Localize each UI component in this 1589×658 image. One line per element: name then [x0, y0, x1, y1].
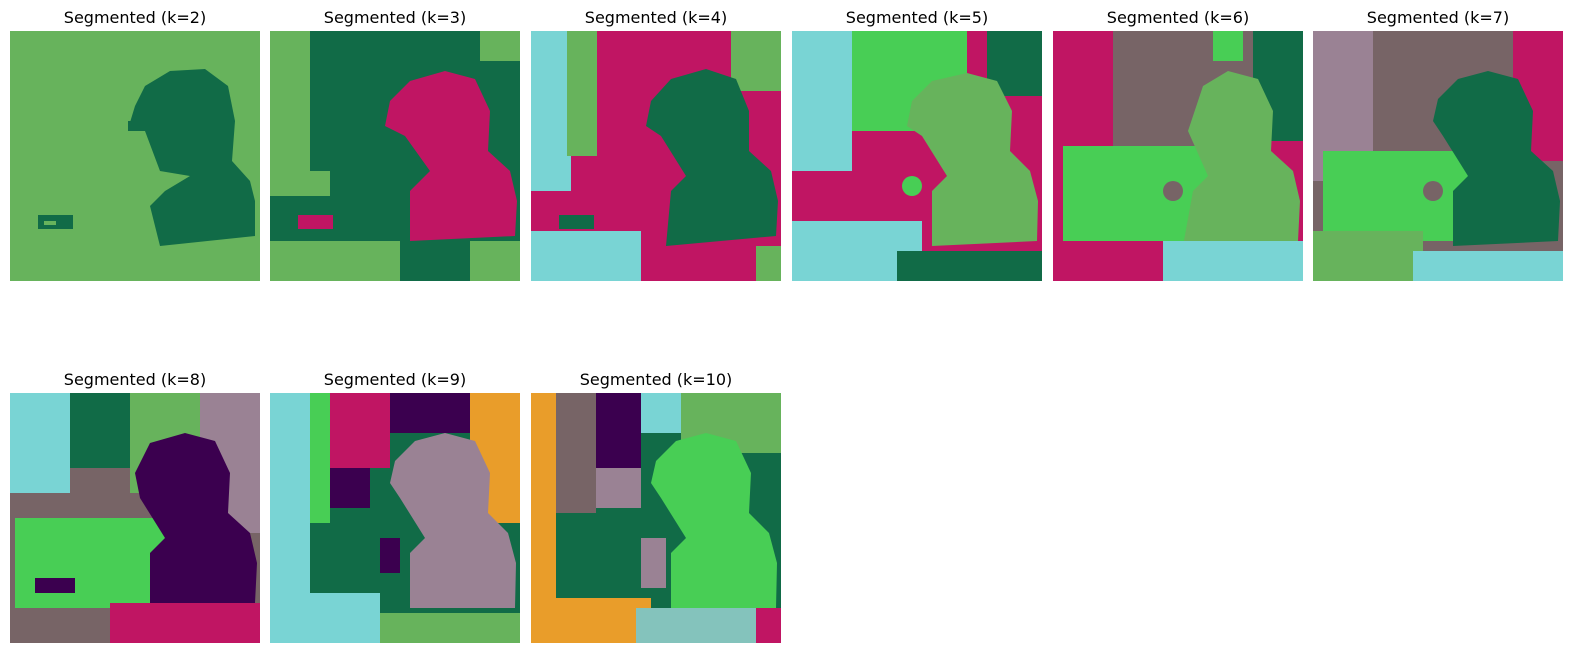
segmented-image: [792, 31, 1042, 281]
segmented-image: [270, 393, 520, 643]
panel-title: Segmented (k=6): [1106, 8, 1250, 27]
panel-title: Segmented (k=7): [1366, 8, 1510, 27]
panel-title: Segmented (k=8): [63, 370, 207, 389]
segmented-image: [531, 393, 781, 643]
segmented-image: [10, 31, 260, 281]
panel-title: Segmented (k=5): [845, 8, 989, 27]
panel-title: Segmented (k=2): [63, 8, 207, 27]
panel-title: Segmented (k=4): [584, 8, 728, 27]
segmented-image: [270, 31, 520, 281]
segmented-image: [10, 393, 260, 643]
segmented-image: [1313, 31, 1563, 281]
panel-title: Segmented (k=3): [323, 8, 467, 27]
panel-title: Segmented (k=10): [579, 370, 733, 389]
panel-title: Segmented (k=9): [323, 370, 467, 389]
segmented-image: [531, 31, 781, 281]
segmented-image: [1053, 31, 1303, 281]
